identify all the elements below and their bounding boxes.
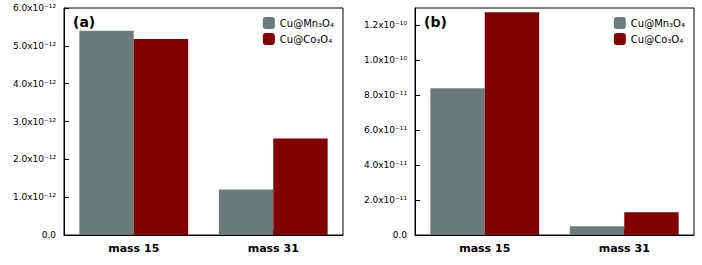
svg-text:4.0x10⁻¹²: 4.0x10⁻¹² <box>13 79 56 89</box>
svg-text:1.2x10⁻¹⁰: 1.2x10⁻¹⁰ <box>364 20 407 30</box>
svg-text:(b): (b) <box>424 14 447 30</box>
svg-text:mass 15: mass 15 <box>459 242 510 255</box>
svg-text:6.0x10⁻¹¹: 6.0x10⁻¹¹ <box>364 125 407 135</box>
svg-text:Cu@Co₃O₄: Cu@Co₃O₄ <box>280 34 332 45</box>
svg-text:Cu@Co₃O₄: Cu@Co₃O₄ <box>631 34 683 45</box>
svg-text:5.0x10⁻¹²: 5.0x10⁻¹² <box>13 41 56 51</box>
svg-text:2.0x10⁻¹¹: 2.0x10⁻¹¹ <box>364 195 407 205</box>
svg-text:mass 31: mass 31 <box>248 242 299 255</box>
svg-text:2.0x10⁻¹²: 2.0x10⁻¹² <box>13 154 56 164</box>
svg-text:1.0x10⁻¹²: 1.0x10⁻¹² <box>13 192 56 202</box>
svg-text:6.0x10⁻¹²: 6.0x10⁻¹² <box>13 3 56 13</box>
svg-text:0.0: 0.0 <box>393 230 408 240</box>
svg-text:(a): (a) <box>73 14 95 30</box>
svg-text:mass 15: mass 15 <box>108 242 159 255</box>
svg-text:Cu@Mn₃O₄: Cu@Mn₃O₄ <box>631 18 685 29</box>
svg-text:4.0x10⁻¹¹: 4.0x10⁻¹¹ <box>364 160 407 170</box>
svg-text:0.0: 0.0 <box>42 230 57 240</box>
svg-text:3.0x10⁻¹²: 3.0x10⁻¹² <box>13 117 56 127</box>
svg-text:Cu@Mn₃O₄: Cu@Mn₃O₄ <box>280 18 334 29</box>
svg-text:mass 31: mass 31 <box>599 242 650 255</box>
svg-text:1.0x10⁻¹⁰: 1.0x10⁻¹⁰ <box>364 55 407 65</box>
svg-text:8.0x10⁻¹¹: 8.0x10⁻¹¹ <box>364 90 407 100</box>
